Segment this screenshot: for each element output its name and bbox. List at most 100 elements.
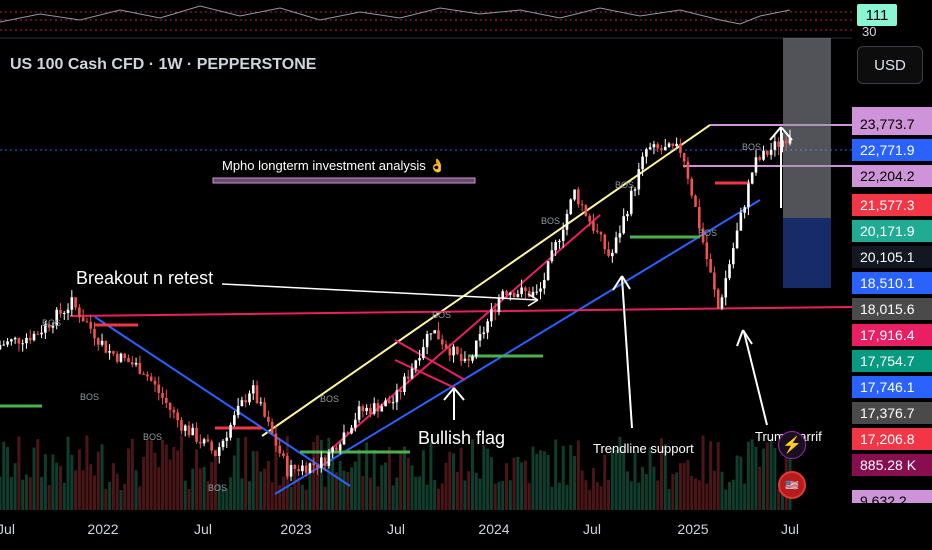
volume-bar <box>610 448 614 510</box>
candle <box>10 338 13 346</box>
volume-bar <box>440 483 444 510</box>
price-label: 18,510.1 <box>852 272 932 294</box>
volume-bar <box>161 439 165 510</box>
volume-bar <box>225 488 229 510</box>
volume-bar <box>357 449 361 510</box>
volume-bar <box>637 482 641 510</box>
volume-bar <box>701 435 705 510</box>
volume-bar <box>195 449 199 510</box>
blue-trendline-support <box>274 199 761 495</box>
volume-bar <box>43 454 47 510</box>
volume-bar <box>659 438 663 510</box>
candle <box>440 334 444 350</box>
volume-bar <box>232 455 236 510</box>
candle <box>599 231 603 242</box>
candle <box>750 172 754 185</box>
candle <box>758 155 762 162</box>
symbol-title: US 100 Cash CFD · 1W · PEPPERSTONE <box>10 56 317 73</box>
volume-bar <box>179 435 183 510</box>
candle <box>142 371 145 375</box>
volume-bar <box>274 439 278 510</box>
volume-bar <box>697 480 701 510</box>
candle <box>323 454 327 472</box>
volume-bar <box>493 483 497 510</box>
price-label: 20,171.9 <box>852 220 932 242</box>
price-label: 23,773.7 <box>852 113 932 135</box>
volume-bar <box>247 481 251 510</box>
candle <box>2 340 6 346</box>
volume-bar <box>32 447 36 510</box>
volume-bar <box>244 436 248 510</box>
volume-bar <box>429 442 433 510</box>
price-label: 17,754.7 <box>852 350 932 372</box>
volume-bar <box>399 452 403 510</box>
volume-bar <box>603 454 607 510</box>
candle <box>168 402 172 418</box>
volume-bar <box>546 454 550 510</box>
candle <box>304 461 308 477</box>
candle <box>236 398 240 419</box>
candle <box>357 400 361 423</box>
us-flag-icon[interactable]: 🇺🇸 <box>778 471 806 499</box>
candle <box>199 434 202 449</box>
candle <box>93 322 96 346</box>
volume-bar <box>115 473 119 510</box>
annotations: Mpho longterm investment analysis 👌 Brea… <box>42 126 822 493</box>
volume-bar <box>24 474 28 510</box>
candle <box>410 363 414 380</box>
analysis-title: Mpho longterm investment analysis 👌 <box>222 158 446 173</box>
volume-bar <box>100 444 104 510</box>
volume-bar <box>47 485 51 510</box>
candle <box>773 134 777 157</box>
volume-bar <box>508 480 512 510</box>
x-tick-label: Jul <box>0 521 15 537</box>
currency-button[interactable]: USD <box>857 46 923 84</box>
volume-bar <box>111 463 115 510</box>
volume-bar <box>671 473 675 510</box>
volume-bar <box>569 445 573 510</box>
candle <box>78 304 81 323</box>
candle <box>350 425 353 435</box>
position-box[interactable] <box>783 38 831 288</box>
candle <box>478 325 482 347</box>
candle <box>346 431 350 435</box>
candle <box>388 395 391 404</box>
svg-text:BOS: BOS <box>208 483 227 493</box>
candle <box>637 163 641 196</box>
volume-bar <box>656 480 660 510</box>
volume-bar <box>780 485 784 510</box>
volume-bar <box>308 473 312 510</box>
volume-bar <box>644 473 648 510</box>
candle <box>626 210 629 222</box>
candle <box>422 339 425 361</box>
candle <box>36 330 40 335</box>
candle <box>134 357 138 367</box>
volume-bar <box>123 484 127 510</box>
candle <box>210 439 213 454</box>
volume-bar <box>614 449 618 510</box>
candle <box>202 437 206 447</box>
volume-bar <box>81 470 85 510</box>
svg-text:BOS: BOS <box>320 394 339 404</box>
candle <box>146 371 149 381</box>
candle <box>270 418 274 435</box>
candle <box>671 143 675 150</box>
candle <box>675 137 678 147</box>
volume-bar <box>580 470 584 510</box>
volume-bar <box>576 440 580 510</box>
volume-bar <box>652 466 656 510</box>
volume-bar <box>588 489 592 510</box>
candle <box>554 239 557 256</box>
volume-bar <box>300 484 304 510</box>
breakout-retest-label: Breakout n retest <box>76 268 213 288</box>
candle <box>660 144 663 155</box>
volume-bar <box>686 460 690 510</box>
volume-bar <box>255 451 259 510</box>
volume-bar <box>92 475 96 510</box>
volume-bar <box>497 481 501 510</box>
candle <box>187 421 191 438</box>
lightning-icon[interactable]: ⚡ <box>778 431 806 459</box>
candle <box>482 326 486 339</box>
volume-bar <box>312 441 316 510</box>
